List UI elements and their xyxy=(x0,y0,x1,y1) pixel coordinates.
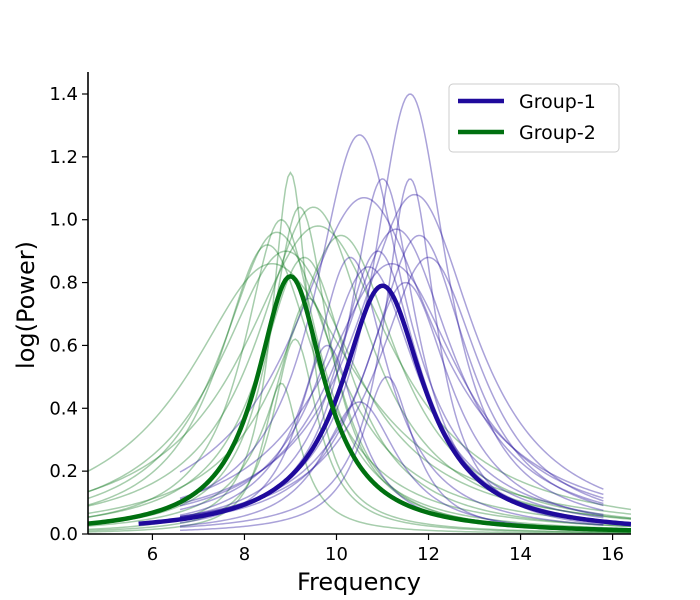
group2-subject-curve xyxy=(88,338,631,534)
legend-label-1: Group-1 xyxy=(519,91,596,113)
x-tick-label: 8 xyxy=(239,544,250,565)
x-tick-label: 14 xyxy=(509,544,532,565)
x-axis-ticks: 6 8 10 12 14 16 xyxy=(147,534,624,565)
mean-curve-2 xyxy=(88,274,631,533)
group2-subject-curve xyxy=(88,206,631,520)
mean-curve-1 xyxy=(138,283,631,527)
group2-subject-curve xyxy=(88,219,631,530)
group2-subject-curve xyxy=(88,256,631,528)
group1-subject-curve xyxy=(179,256,604,526)
group2-subject-curve xyxy=(88,225,631,511)
group1-subject-curve xyxy=(179,196,604,496)
group2-subject-curve xyxy=(88,382,631,534)
y-axis-label: log(Power) xyxy=(12,241,40,369)
group2-subject-curve xyxy=(88,171,631,534)
x-tick-label: 12 xyxy=(417,544,440,565)
group1-subject-curve xyxy=(179,234,604,518)
y-tick-label: 1.0 xyxy=(49,210,78,231)
group1-subject-curve xyxy=(179,193,604,505)
group1-subject-curve xyxy=(179,178,604,528)
group2-subject-curve xyxy=(88,244,631,528)
legend-label-2: Group-2 xyxy=(519,122,596,144)
y-tick-label: 0.8 xyxy=(49,273,78,294)
y-tick-label: 1.4 xyxy=(49,84,78,105)
x-axis-label: Frequency xyxy=(297,568,421,596)
y-tick-label: 0.6 xyxy=(49,335,78,356)
legend: Group-1 Group-2 xyxy=(448,83,620,153)
y-tick-label: 0.4 xyxy=(49,398,78,419)
x-tick-label: 6 xyxy=(147,544,158,565)
group1-subject-curve xyxy=(179,228,604,507)
group1-subject-curve xyxy=(179,266,604,519)
x-tick-label: 16 xyxy=(601,544,624,565)
group1-subject-curve xyxy=(179,262,604,499)
group2-subject-curve xyxy=(88,231,631,524)
group2-subject-curve xyxy=(88,262,631,515)
y-tick-label: 1.2 xyxy=(49,147,78,168)
y-axis-ticks: 0.0 0.2 0.4 0.6 0.8 1.0 1.2 1.4 xyxy=(49,84,88,545)
y-tick-label: 0.0 xyxy=(49,524,78,545)
group2-subject-curve xyxy=(88,234,631,519)
mean-curves xyxy=(88,274,631,533)
group2-subject-curve xyxy=(88,250,631,520)
x-tick-label: 10 xyxy=(325,544,348,565)
group1-subject-curve xyxy=(179,134,604,516)
y-tick-label: 0.2 xyxy=(49,461,78,482)
axes xyxy=(87,72,631,535)
